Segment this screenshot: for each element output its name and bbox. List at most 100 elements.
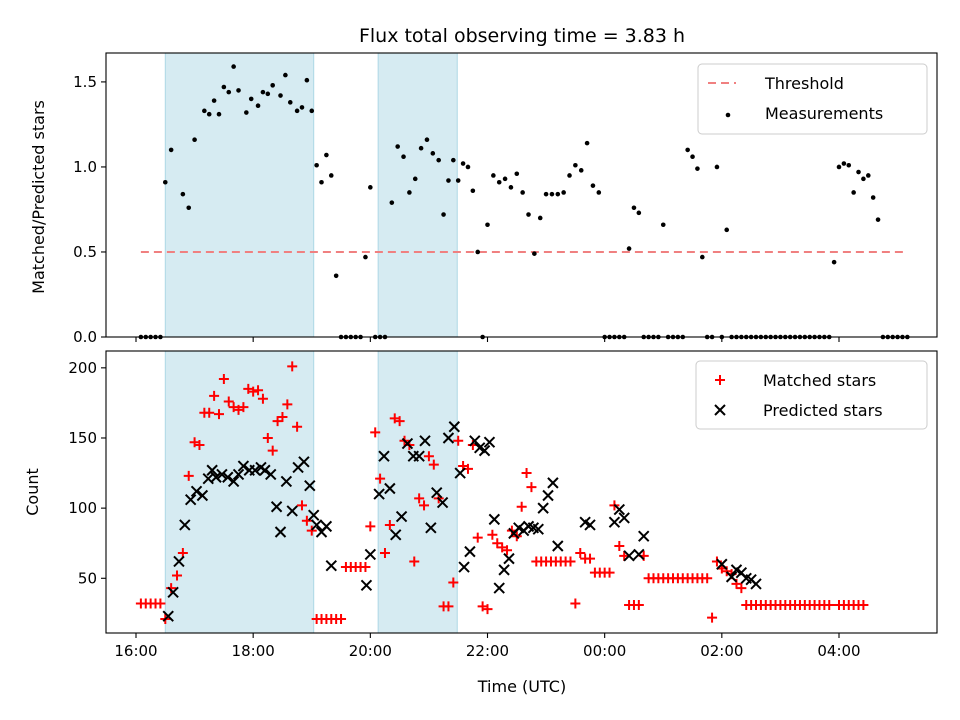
measurements-point (502, 176, 508, 182)
measurements-point (590, 183, 596, 188)
predicted-stars-point (537, 502, 549, 514)
matched-stars-point (565, 556, 576, 567)
predicted-stars-point (464, 545, 476, 558)
measurements-point (851, 190, 856, 195)
top-highlight-span-0 (164, 52, 315, 338)
matched-stars-point (194, 440, 205, 450)
predicted-stars-point (552, 540, 564, 552)
matched-stars-point (419, 500, 430, 511)
measurements-point (389, 200, 395, 205)
matched-stars-point (570, 598, 581, 609)
predicted-stars-point (458, 561, 470, 573)
x-tick-label: 00:00 (583, 642, 626, 660)
predicted-stars-point (532, 523, 544, 535)
matched-stars-point (736, 583, 747, 594)
measurements-point (162, 179, 168, 185)
matched-stars-point (521, 468, 532, 479)
measurements-point (294, 108, 300, 114)
measurements-point (446, 178, 451, 183)
matched-stars-point (248, 386, 259, 397)
measurements-point (401, 154, 406, 160)
predicted-stars-point (184, 494, 197, 506)
matched-stars-point (824, 599, 835, 610)
matched-stars-point (858, 599, 869, 610)
bottom-legend-label: Matched stars (763, 371, 876, 390)
measurements-point (870, 195, 876, 200)
predicted-stars-point (265, 468, 277, 481)
predicted-stars-point (483, 436, 496, 448)
matched-stars-point (301, 515, 312, 526)
predicted-stars-point (469, 435, 481, 447)
predicted-stars-point (325, 559, 337, 572)
measurements-point (714, 164, 720, 170)
predicted-stars-point (750, 578, 762, 590)
measurements-point (328, 173, 334, 178)
predicted-stars-point (310, 519, 323, 531)
measurements-point (685, 147, 690, 153)
measurements-point (567, 173, 572, 178)
measurements-point (441, 212, 446, 217)
predicted-stars-point (384, 482, 396, 495)
matched-stars-point (482, 604, 493, 615)
measurements-point (700, 254, 705, 260)
matched-stars-point (526, 482, 537, 493)
matched-stars-point (619, 550, 630, 561)
matched-stars-point (472, 532, 483, 543)
measurements-point (260, 89, 266, 95)
predicted-stars-point (259, 464, 271, 476)
predicted-stars-point (162, 610, 174, 622)
matched-stars-point (375, 473, 386, 484)
matched-stars-point (213, 409, 224, 420)
measurements-point (216, 111, 222, 117)
measurements-point (578, 168, 584, 173)
matched-stars-point (414, 493, 425, 504)
predicted-stars-point (196, 489, 209, 502)
bottom-legend-label: Predicted stars (763, 401, 883, 420)
predicted-stars-point (190, 485, 203, 498)
matched-stars-point (633, 599, 644, 610)
predicted-stars-point (280, 475, 293, 488)
measurements-point (846, 162, 852, 168)
matched-stars-point (262, 432, 273, 443)
matched-stars-point (409, 556, 420, 567)
measurements-point (236, 88, 241, 93)
matched-stars-point (172, 570, 183, 581)
matched-stars-point (614, 541, 625, 552)
top-legend-box (697, 63, 928, 135)
predicted-stars-point (478, 444, 491, 457)
measurements-point (186, 205, 192, 211)
measurements-point (532, 251, 537, 256)
measurements-point (255, 103, 261, 109)
matched-stars-point (453, 435, 464, 446)
predicted-stars-point (395, 510, 408, 523)
measurements-point (549, 191, 555, 197)
predicted-stars-point (618, 512, 630, 524)
bottom-highlight-span-1 (377, 350, 458, 634)
top-y-tick-label: 1.0 (73, 158, 97, 176)
matched-stars-point (487, 529, 498, 540)
predicted-stars-point (638, 530, 650, 542)
measurements-point (596, 190, 602, 195)
bottom-legend-box (695, 360, 928, 430)
matched-stars-point (183, 470, 194, 481)
matched-stars-point (306, 525, 317, 536)
matched-stars-point (604, 567, 615, 578)
predicted-stars-point (378, 450, 390, 462)
bottom-legend-predicted-swatch (714, 404, 726, 416)
predicted-stars-point (173, 555, 185, 568)
measurements-point (631, 205, 637, 211)
matched-stars-point (282, 399, 293, 410)
predicted-stars-point (167, 586, 179, 599)
matched-stars-point (296, 500, 307, 511)
predicted-stars-point (623, 550, 635, 562)
predicted-stars-point (633, 548, 645, 561)
measurements-point (508, 185, 514, 190)
measurements-point (324, 152, 329, 158)
top-y-tick-label: 0.0 (73, 328, 97, 346)
matched-stars-point (516, 501, 527, 512)
matched-stars-point (336, 613, 347, 624)
measurements-point (221, 84, 227, 90)
predicted-stars-point (498, 564, 510, 576)
measurements-point (841, 161, 847, 166)
